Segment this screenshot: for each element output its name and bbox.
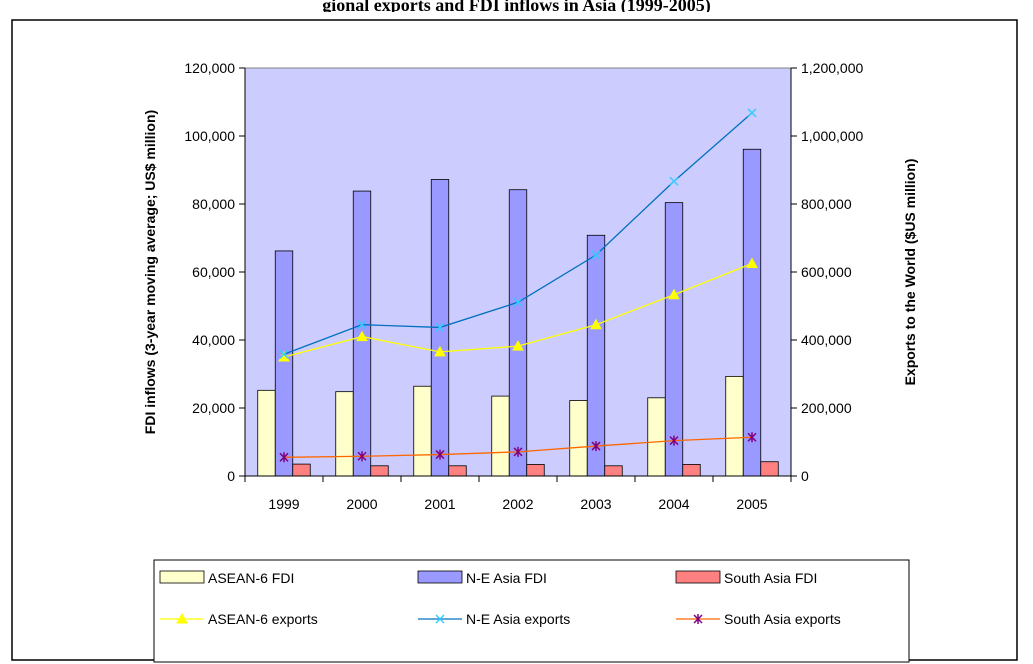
left-tick-label: 80,000	[192, 196, 235, 212]
data-point	[357, 451, 367, 462]
bar	[647, 397, 666, 477]
data-point	[746, 257, 758, 268]
legend-label: N-E Asia exports	[466, 611, 570, 627]
bar	[725, 375, 744, 477]
legend-label: N-E Asia FDI	[466, 570, 547, 586]
bar	[274, 250, 294, 477]
data-point	[669, 435, 679, 446]
bar	[742, 148, 762, 477]
x-tick-label: 1999	[268, 496, 299, 512]
data-point	[513, 446, 523, 457]
data-point	[590, 318, 602, 330]
data-point	[356, 330, 368, 342]
data-point	[591, 250, 601, 260]
data-point	[279, 349, 289, 359]
legend-label: ASEAN-6 exports	[208, 611, 318, 627]
x-tick-label: 2003	[580, 496, 611, 512]
legend-box	[153, 559, 910, 663]
right-tick-label: 600,000	[801, 264, 852, 280]
legend-label: South Asia FDI	[724, 570, 817, 586]
bar	[604, 465, 623, 477]
data-point	[279, 452, 289, 463]
right-tick-label: 1,000,000	[801, 128, 863, 144]
x-tick-label: 2001	[424, 496, 455, 512]
right-tick-label: 0	[801, 468, 809, 484]
chart-title: gional exports and FDI inflows in Asia (…	[322, 0, 711, 12]
legend-marker	[176, 612, 188, 624]
bar	[508, 189, 528, 477]
bar	[760, 461, 779, 477]
bar	[370, 465, 389, 477]
left-tick-label: 20,000	[192, 400, 235, 416]
data-point	[591, 441, 601, 452]
bar	[682, 464, 701, 477]
data-point	[435, 449, 445, 460]
right-tick-label: 400,000	[801, 332, 852, 348]
bar	[257, 389, 276, 477]
x-tick-label: 2000	[346, 496, 377, 512]
x-tick-label: 2002	[502, 496, 533, 512]
x-tick-label: 2004	[658, 496, 689, 512]
left-tick-label: 100,000	[184, 128, 235, 144]
data-point	[513, 297, 523, 307]
left-tick-label: 40,000	[192, 332, 235, 348]
bar	[448, 465, 467, 477]
bar	[664, 202, 684, 477]
bar	[526, 464, 545, 477]
data-point	[669, 176, 679, 186]
right-tick-label: 1,200,000	[801, 60, 863, 76]
bar	[569, 400, 588, 477]
bar	[586, 234, 606, 477]
bar	[413, 385, 432, 477]
right-tick-label: 800,000	[801, 196, 852, 212]
y2-axis-title: Exports to the World ($US million)	[902, 159, 918, 386]
data-point	[435, 322, 445, 332]
right-tick-label: 200,000	[801, 400, 852, 416]
legend-marker	[435, 614, 445, 624]
legend-label: South Asia exports	[724, 611, 841, 627]
data-point	[747, 432, 757, 443]
data-point	[357, 320, 367, 330]
bar	[292, 463, 311, 477]
legend-marker	[693, 614, 703, 624]
legend-swatch	[159, 570, 205, 584]
y-axis-title: FDI inflows (3-year moving average; US$ …	[142, 110, 158, 434]
data-point	[668, 288, 680, 300]
legend-swatch	[675, 570, 721, 584]
data-point	[512, 340, 524, 351]
left-tick-label: 120,000	[184, 60, 235, 76]
left-tick-label: 60,000	[192, 264, 235, 280]
left-tick-label: 0	[227, 468, 235, 484]
data-point	[434, 345, 446, 357]
bar	[491, 395, 510, 477]
x-tick-label: 2005	[736, 496, 767, 512]
legend-label: ASEAN-6 FDI	[208, 570, 294, 586]
legend-swatch	[417, 570, 463, 584]
bar	[335, 391, 354, 477]
data-point	[747, 108, 757, 118]
